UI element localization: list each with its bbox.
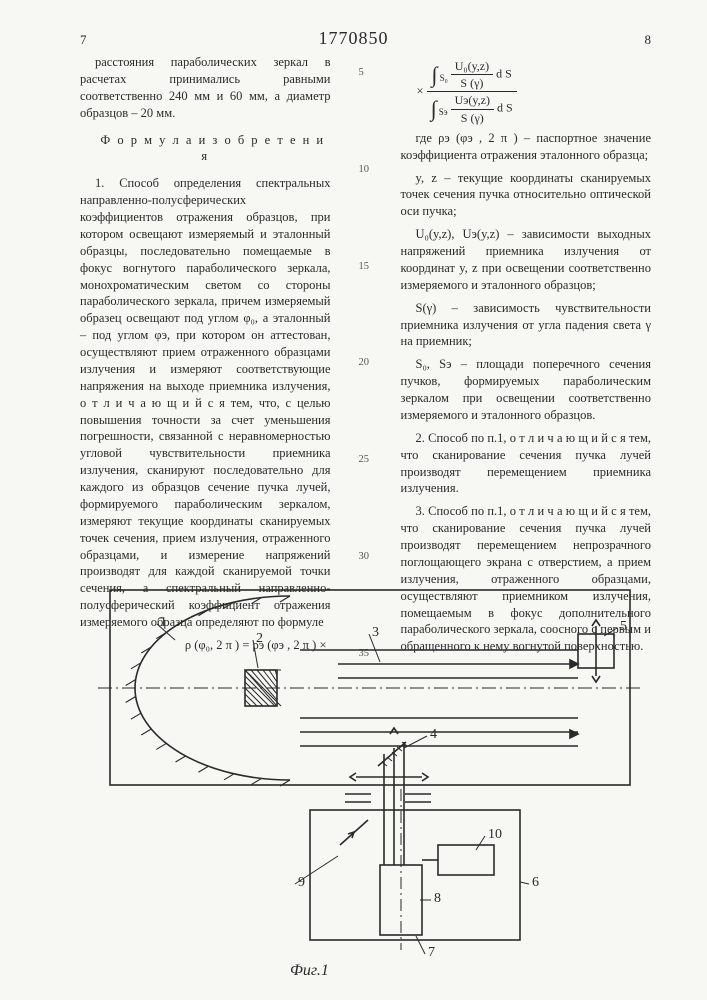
document-number: 1770850	[319, 28, 389, 49]
svg-text:2: 2	[256, 631, 263, 646]
inner-bot-frac: Uэ(y,z) S (γ)	[451, 92, 494, 125]
svg-text:9: 9	[298, 875, 305, 890]
left-p1: расстояния параболических зеркал в расче…	[80, 54, 331, 122]
page: 7 8 1770850 расстояния параболических зе…	[0, 0, 707, 1000]
svg-text:4: 4	[430, 727, 437, 742]
inner-bot-num: Uэ(y,z)	[451, 92, 494, 109]
right-p3: U₀(y,z), Uэ(y,z) – зависимости выходных …	[401, 226, 652, 294]
ln-20: 20	[359, 356, 373, 370]
ds-top: d S	[496, 66, 512, 80]
inner-top-num: U₀(y,z)	[451, 58, 493, 75]
left-column: расстояния параболических зеркал в расче…	[80, 54, 331, 661]
inner-top-frac: U₀(y,z) S (γ)	[451, 58, 493, 91]
ds-bot: d S	[497, 101, 513, 115]
main-fraction-equation: × ∫S₀ U₀(y,z) S (γ) d S ∫Sэ Uэ(y,z)	[401, 58, 652, 126]
eq-times: ×	[417, 84, 424, 98]
svg-text:8: 8	[434, 891, 441, 906]
int-top-sub: S₀	[440, 73, 448, 83]
right-p5: S₀, Sэ – площади поперечного сечения пуч…	[401, 356, 652, 424]
svg-text:6: 6	[532, 875, 539, 890]
right-p4: S(γ) – зависимость чувствительности прие…	[401, 300, 652, 351]
left-p2: 1. Способ определения спектральных напра…	[80, 175, 331, 631]
line-number-gutter: 5 10 15 20 25 30 35	[359, 54, 373, 661]
ln-15: 15	[359, 260, 373, 274]
figure-svg: 1 2 3 4 5 6 7 8 9 10	[80, 580, 640, 960]
figure-1: 1 2 3 4 5 6 7 8 9 10 Фиг.1	[80, 580, 640, 980]
page-right-num: 8	[645, 32, 652, 48]
svg-text:10: 10	[488, 827, 502, 842]
svg-text:7: 7	[428, 945, 435, 960]
right-p2: y, z – текущие координаты сканируемых то…	[401, 170, 652, 221]
svg-text:1: 1	[160, 615, 167, 630]
svg-text:5: 5	[620, 619, 627, 634]
page-left-num: 7	[80, 32, 87, 48]
svg-text:3: 3	[372, 625, 379, 640]
ln-25: 25	[359, 453, 373, 467]
inner-bot-den: S (γ)	[451, 110, 494, 126]
right-column: × ∫S₀ U₀(y,z) S (γ) d S ∫Sэ Uэ(y,z)	[401, 54, 652, 661]
ln-5: 5	[359, 66, 373, 80]
inner-top-den: S (γ)	[451, 75, 493, 91]
two-column-body: расстояния параболических зеркал в расче…	[80, 54, 651, 661]
ln-10: 10	[359, 163, 373, 177]
int-bot-sub: Sэ	[439, 107, 448, 117]
right-p6: 2. Способ по п.1, о т л и ч а ю щ и й с …	[401, 430, 652, 498]
right-p1: где ρэ (φэ , 2 π ) – паспортное значение…	[401, 130, 652, 164]
ln-30: 30	[359, 550, 373, 564]
formula-title: Ф о р м у л а и з о б р е т е н и я	[80, 132, 331, 166]
outer-fraction: ∫S₀ U₀(y,z) S (γ) d S ∫Sэ Uэ(y,z) S (γ)	[427, 58, 517, 126]
figure-label: Фиг.1	[80, 962, 640, 980]
integral-bot-icon: ∫	[431, 102, 439, 115]
integral-top-icon: ∫	[432, 68, 440, 81]
